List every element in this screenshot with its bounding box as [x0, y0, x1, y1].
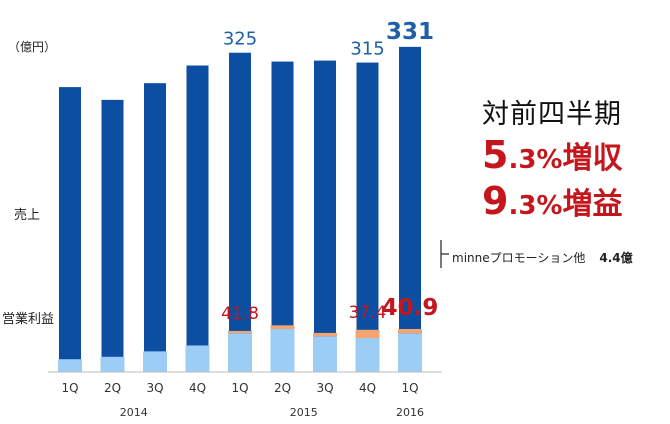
year-label: 2015 — [290, 406, 318, 419]
x-tick-label: 3Q — [316, 381, 333, 395]
data-label: 40.9 — [382, 295, 439, 321]
x-tick-label: 1Q — [231, 381, 248, 395]
sales-growth-word: 増収 — [562, 141, 623, 176]
x-tick-label: 1Q — [61, 381, 78, 395]
sales-series-label: 売上 — [14, 208, 41, 223]
minne-note-text: minneプロモーション他 — [452, 251, 586, 265]
profit-bar — [58, 359, 82, 372]
profit-bar — [143, 351, 167, 372]
sales-growth-int: 5 — [482, 133, 509, 177]
sales-bar — [399, 46, 421, 372]
promotion-bar — [228, 330, 252, 334]
growth-summary: 対前四半期 5.3%増収 9.3%増益 — [482, 92, 622, 223]
sales-bar — [186, 65, 209, 372]
sales-growth-line: 5.3%増収 — [482, 133, 622, 177]
sales-bar — [59, 87, 81, 372]
sales-bar — [144, 83, 166, 372]
profit-series-label: 営業利益 — [2, 312, 55, 327]
growth-summary-title: 対前四半期 — [482, 99, 622, 130]
x-tick-label: 4Q — [189, 381, 206, 395]
minne-note-value: 4.4億 — [599, 251, 633, 265]
profit-growth-dec: .3% — [508, 191, 563, 221]
data-label: 41.8 — [221, 304, 259, 324]
x-tick-label: 3Q — [146, 381, 163, 395]
minne-promotion-note: minneプロモーション他 4.4億 — [452, 249, 633, 266]
year-label: 2016 — [396, 406, 424, 419]
profit-bar — [355, 338, 380, 372]
x-tick-label: 2Q — [104, 381, 121, 395]
profit-growth-int: 9 — [482, 179, 509, 223]
profit-growth-word: 増益 — [562, 187, 623, 222]
profit-bars — [58, 325, 422, 372]
promotion-bar — [270, 325, 295, 329]
sales-bar — [314, 60, 336, 372]
profit-bar — [100, 356, 125, 372]
promotion-bar — [313, 332, 337, 337]
x-tick-label: 4Q — [359, 381, 376, 395]
profit-bar — [228, 333, 252, 372]
x-tick-label: 2Q — [274, 381, 291, 395]
promotion-bar — [398, 328, 422, 334]
x-tick-label: 1Q — [401, 381, 418, 395]
data-label: 331 — [386, 19, 434, 45]
sales-bar — [101, 99, 124, 372]
x-axis-labels: 1Q 2Q 3Q 4Q 1Q 2Q 3Q 4Q 1Q 2014 2015 2016 — [61, 381, 424, 419]
sales-bar — [271, 61, 294, 372]
unit-label: （億円） — [8, 40, 57, 54]
data-label: 315 — [350, 39, 384, 60]
minne-bracket — [440, 240, 449, 268]
profit-growth-line: 9.3%増益 — [482, 179, 622, 223]
promotion-bar — [355, 329, 380, 339]
data-label: 37.4 — [349, 303, 387, 323]
profit-bar — [270, 328, 295, 372]
sales-bar — [356, 62, 379, 372]
sales-growth-dec: .3% — [508, 145, 563, 175]
profit-bar — [313, 336, 337, 372]
data-label: 325 — [223, 29, 257, 50]
year-label: 2014 — [120, 406, 148, 419]
sales-bars — [59, 46, 421, 373]
profit-bar — [185, 345, 210, 372]
sales-bar — [229, 52, 251, 373]
profit-bar — [398, 333, 422, 372]
